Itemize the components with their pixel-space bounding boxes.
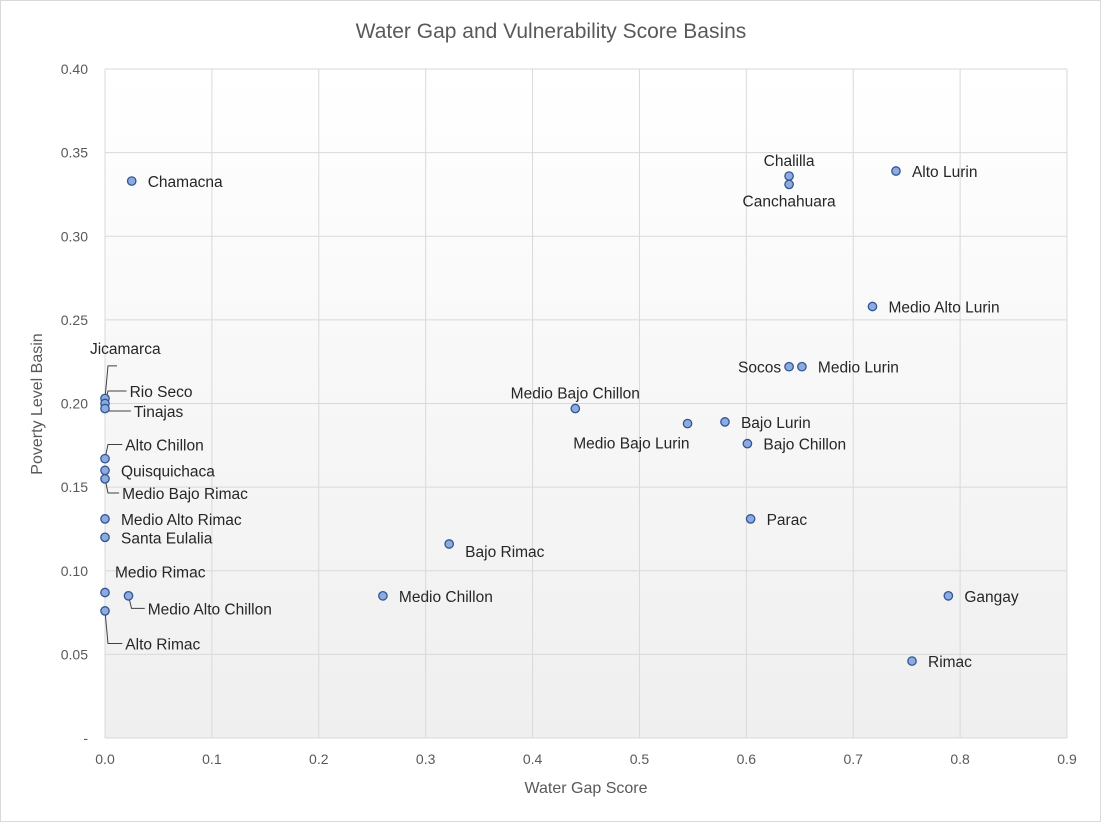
y-tick-label: 0.40 (61, 61, 88, 77)
data-label: Parac (767, 512, 808, 529)
x-tick-label: 0.6 (737, 751, 757, 767)
data-point (784, 171, 794, 181)
y-tick-label: 0.25 (61, 312, 88, 328)
data-point (784, 361, 794, 372)
x-tick-label: 0.4 (523, 751, 543, 767)
data-point (742, 438, 753, 449)
data-point (907, 656, 917, 666)
data-label: Medio Alto Lurin (888, 299, 999, 316)
data-label: Socos (738, 360, 781, 377)
data-label: Santa Eulalia (121, 530, 213, 547)
data-label: Medio Bajo Chillon (511, 386, 640, 403)
data-point (100, 514, 110, 524)
data-point (126, 176, 137, 186)
data-label: Tinajas (134, 404, 184, 421)
x-tick-label: 0.9 (1057, 751, 1077, 767)
leader-line (104, 610, 123, 645)
y-tick-label: 0.20 (61, 396, 88, 412)
data-point (100, 473, 110, 484)
data-point (784, 179, 794, 190)
data-label: Medio Alto Rimac (121, 512, 242, 529)
data-label: Chalilla (764, 153, 815, 170)
data-point (444, 539, 455, 549)
data-label: Bajo Rimac (465, 544, 544, 561)
data-label: Medio Bajo Rimac (122, 486, 248, 503)
data-point (100, 403, 110, 414)
data-point (797, 361, 807, 372)
data-point (123, 590, 134, 601)
data-label: Alto Rimac (125, 637, 200, 654)
data-point (720, 417, 730, 427)
x-tick-label: 0.0 (95, 751, 115, 767)
data-point (100, 606, 110, 616)
data-label: Canchahuara (743, 193, 836, 210)
data-label: Medio Lurin (818, 360, 899, 377)
y-tick-label: 0.35 (61, 145, 88, 161)
data-label: Medio Alto Chillon (148, 601, 272, 618)
x-tick-label: 0.7 (843, 751, 863, 767)
data-label: Bajo Lurin (741, 415, 811, 432)
data-label: Bajo Chillon (763, 437, 846, 454)
x-tick-label: 0.5 (630, 751, 650, 767)
x-tick-label: 0.3 (416, 751, 436, 767)
data-label: Medio Rimac (115, 564, 206, 581)
y-tick-label: 0.30 (61, 228, 88, 244)
data-points (100, 166, 954, 666)
leader-line (104, 365, 117, 399)
data-label: Medio Chillon (399, 589, 493, 606)
x-tick-label: 0.2 (309, 751, 329, 767)
y-tick-label: 0.05 (61, 646, 88, 662)
data-point (100, 587, 110, 598)
data-point (378, 590, 388, 601)
y-axis-ticks: - 0.05 0.10 0.15 0.20 0.25 0.30 0.35 0.40 (61, 61, 89, 746)
y-axis-title: Poverty Level Basin (29, 333, 46, 474)
x-tick-label: 0.8 (950, 751, 970, 767)
data-point (891, 166, 901, 176)
x-axis-ticks: 0.0 0.1 0.2 0.3 0.4 0.5 0.6 0.7 0.8 0.9 (95, 751, 1077, 767)
data-labels: Chamacna Chalilla Canchahuara Alto Lurin Med… (90, 153, 1019, 671)
data-point (100, 465, 110, 476)
data-label: Rio Seco (130, 384, 193, 401)
data-label: Jicamarca (90, 341, 161, 358)
x-tick-label: 0.1 (202, 751, 222, 767)
data-label: Alto Lurin (912, 164, 977, 181)
data-label: Gangay (964, 589, 1019, 606)
chart-title: Water Gap and Vulnerability Score Basins (356, 20, 747, 43)
data-point (682, 418, 693, 429)
x-axis-title: Water Gap Score (524, 780, 647, 797)
data-label: Quisquichaca (121, 463, 215, 480)
y-tick-label: - (83, 730, 88, 746)
data-label: Rimac (928, 654, 972, 671)
data-point (745, 514, 756, 524)
data-label: Alto Chillon (125, 437, 203, 454)
gridlines (104, 68, 1068, 739)
data-point (100, 453, 110, 464)
data-label: Medio Bajo Lurin (573, 436, 689, 453)
y-tick-label: 0.15 (61, 479, 88, 495)
data-point (570, 403, 581, 414)
y-tick-label: 0.10 (61, 563, 88, 579)
data-point (100, 532, 110, 543)
data-point (943, 590, 954, 601)
data-label: Chamacna (148, 174, 223, 191)
data-point (867, 301, 878, 312)
